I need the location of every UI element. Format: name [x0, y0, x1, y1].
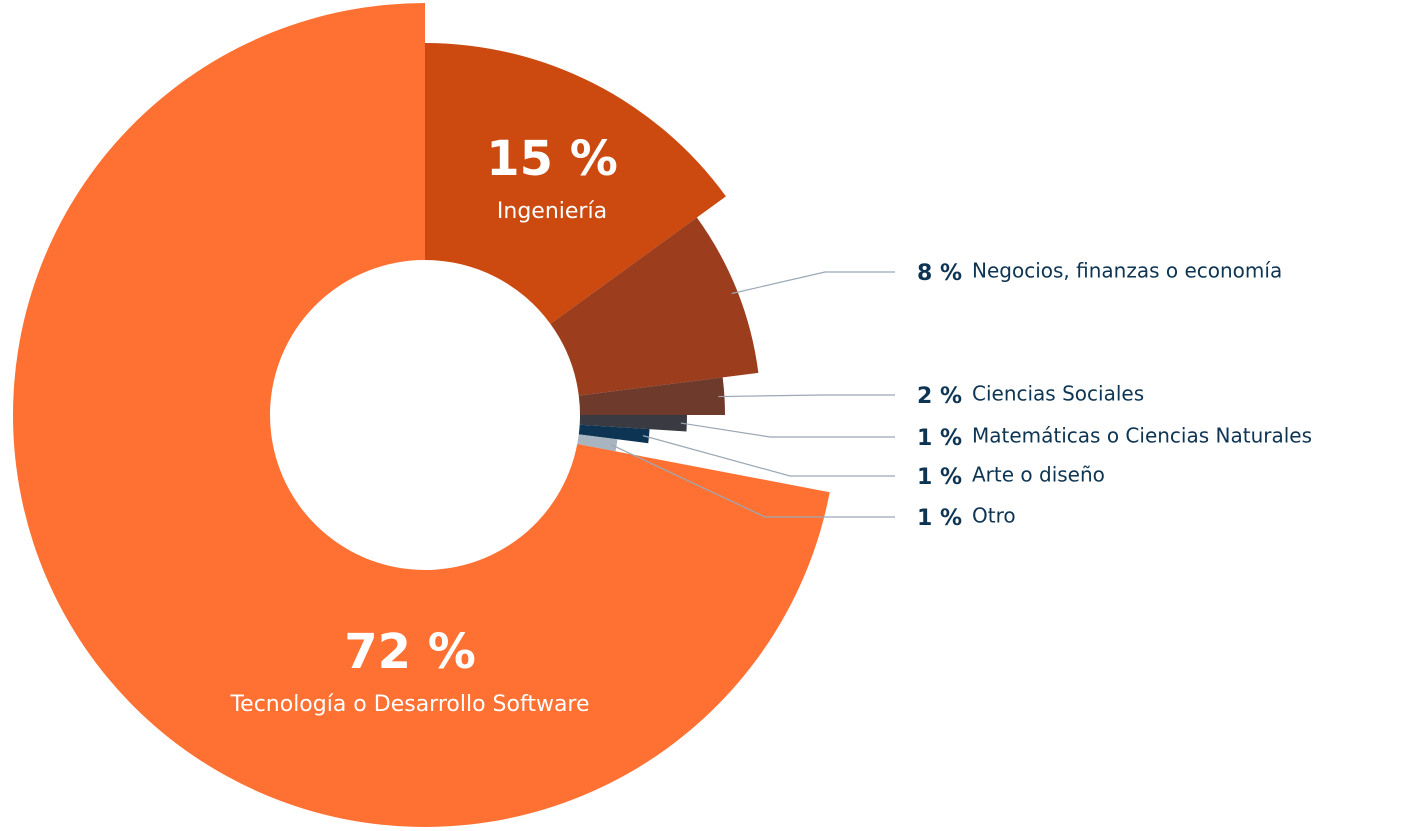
- slice: [550, 217, 759, 396]
- slice: [425, 43, 726, 324]
- slice: [579, 415, 687, 432]
- category-label: Ciencias Sociales: [972, 382, 1144, 406]
- category-label: Ingeniería: [497, 199, 607, 224]
- value-label: 8 %: [917, 261, 962, 286]
- value-label: 2 %: [917, 384, 962, 409]
- slice: [578, 377, 725, 415]
- slice: [12, 3, 830, 827]
- leader-line: [731, 271, 895, 295]
- value-label: 15 %: [486, 131, 618, 187]
- slice: [577, 434, 618, 452]
- category-label: Tecnología o Desarrollo Software: [229, 692, 589, 717]
- value-label: 1 %: [917, 506, 962, 531]
- category-label: Negocios, finanzas o economía: [972, 259, 1282, 283]
- leader-line: [718, 394, 895, 398]
- category-label: Arte o diseño: [972, 463, 1105, 487]
- value-label: 1 %: [917, 465, 962, 490]
- leader-line: [642, 435, 895, 477]
- category-label: Matemáticas o Ciencias Naturales: [972, 424, 1312, 448]
- leader-line: [680, 422, 895, 438]
- slice: [578, 424, 650, 444]
- category-label: Otro: [972, 504, 1016, 528]
- value-label: 1 %: [917, 426, 962, 451]
- leader-line: [610, 443, 895, 518]
- value-label: 72 %: [344, 624, 476, 680]
